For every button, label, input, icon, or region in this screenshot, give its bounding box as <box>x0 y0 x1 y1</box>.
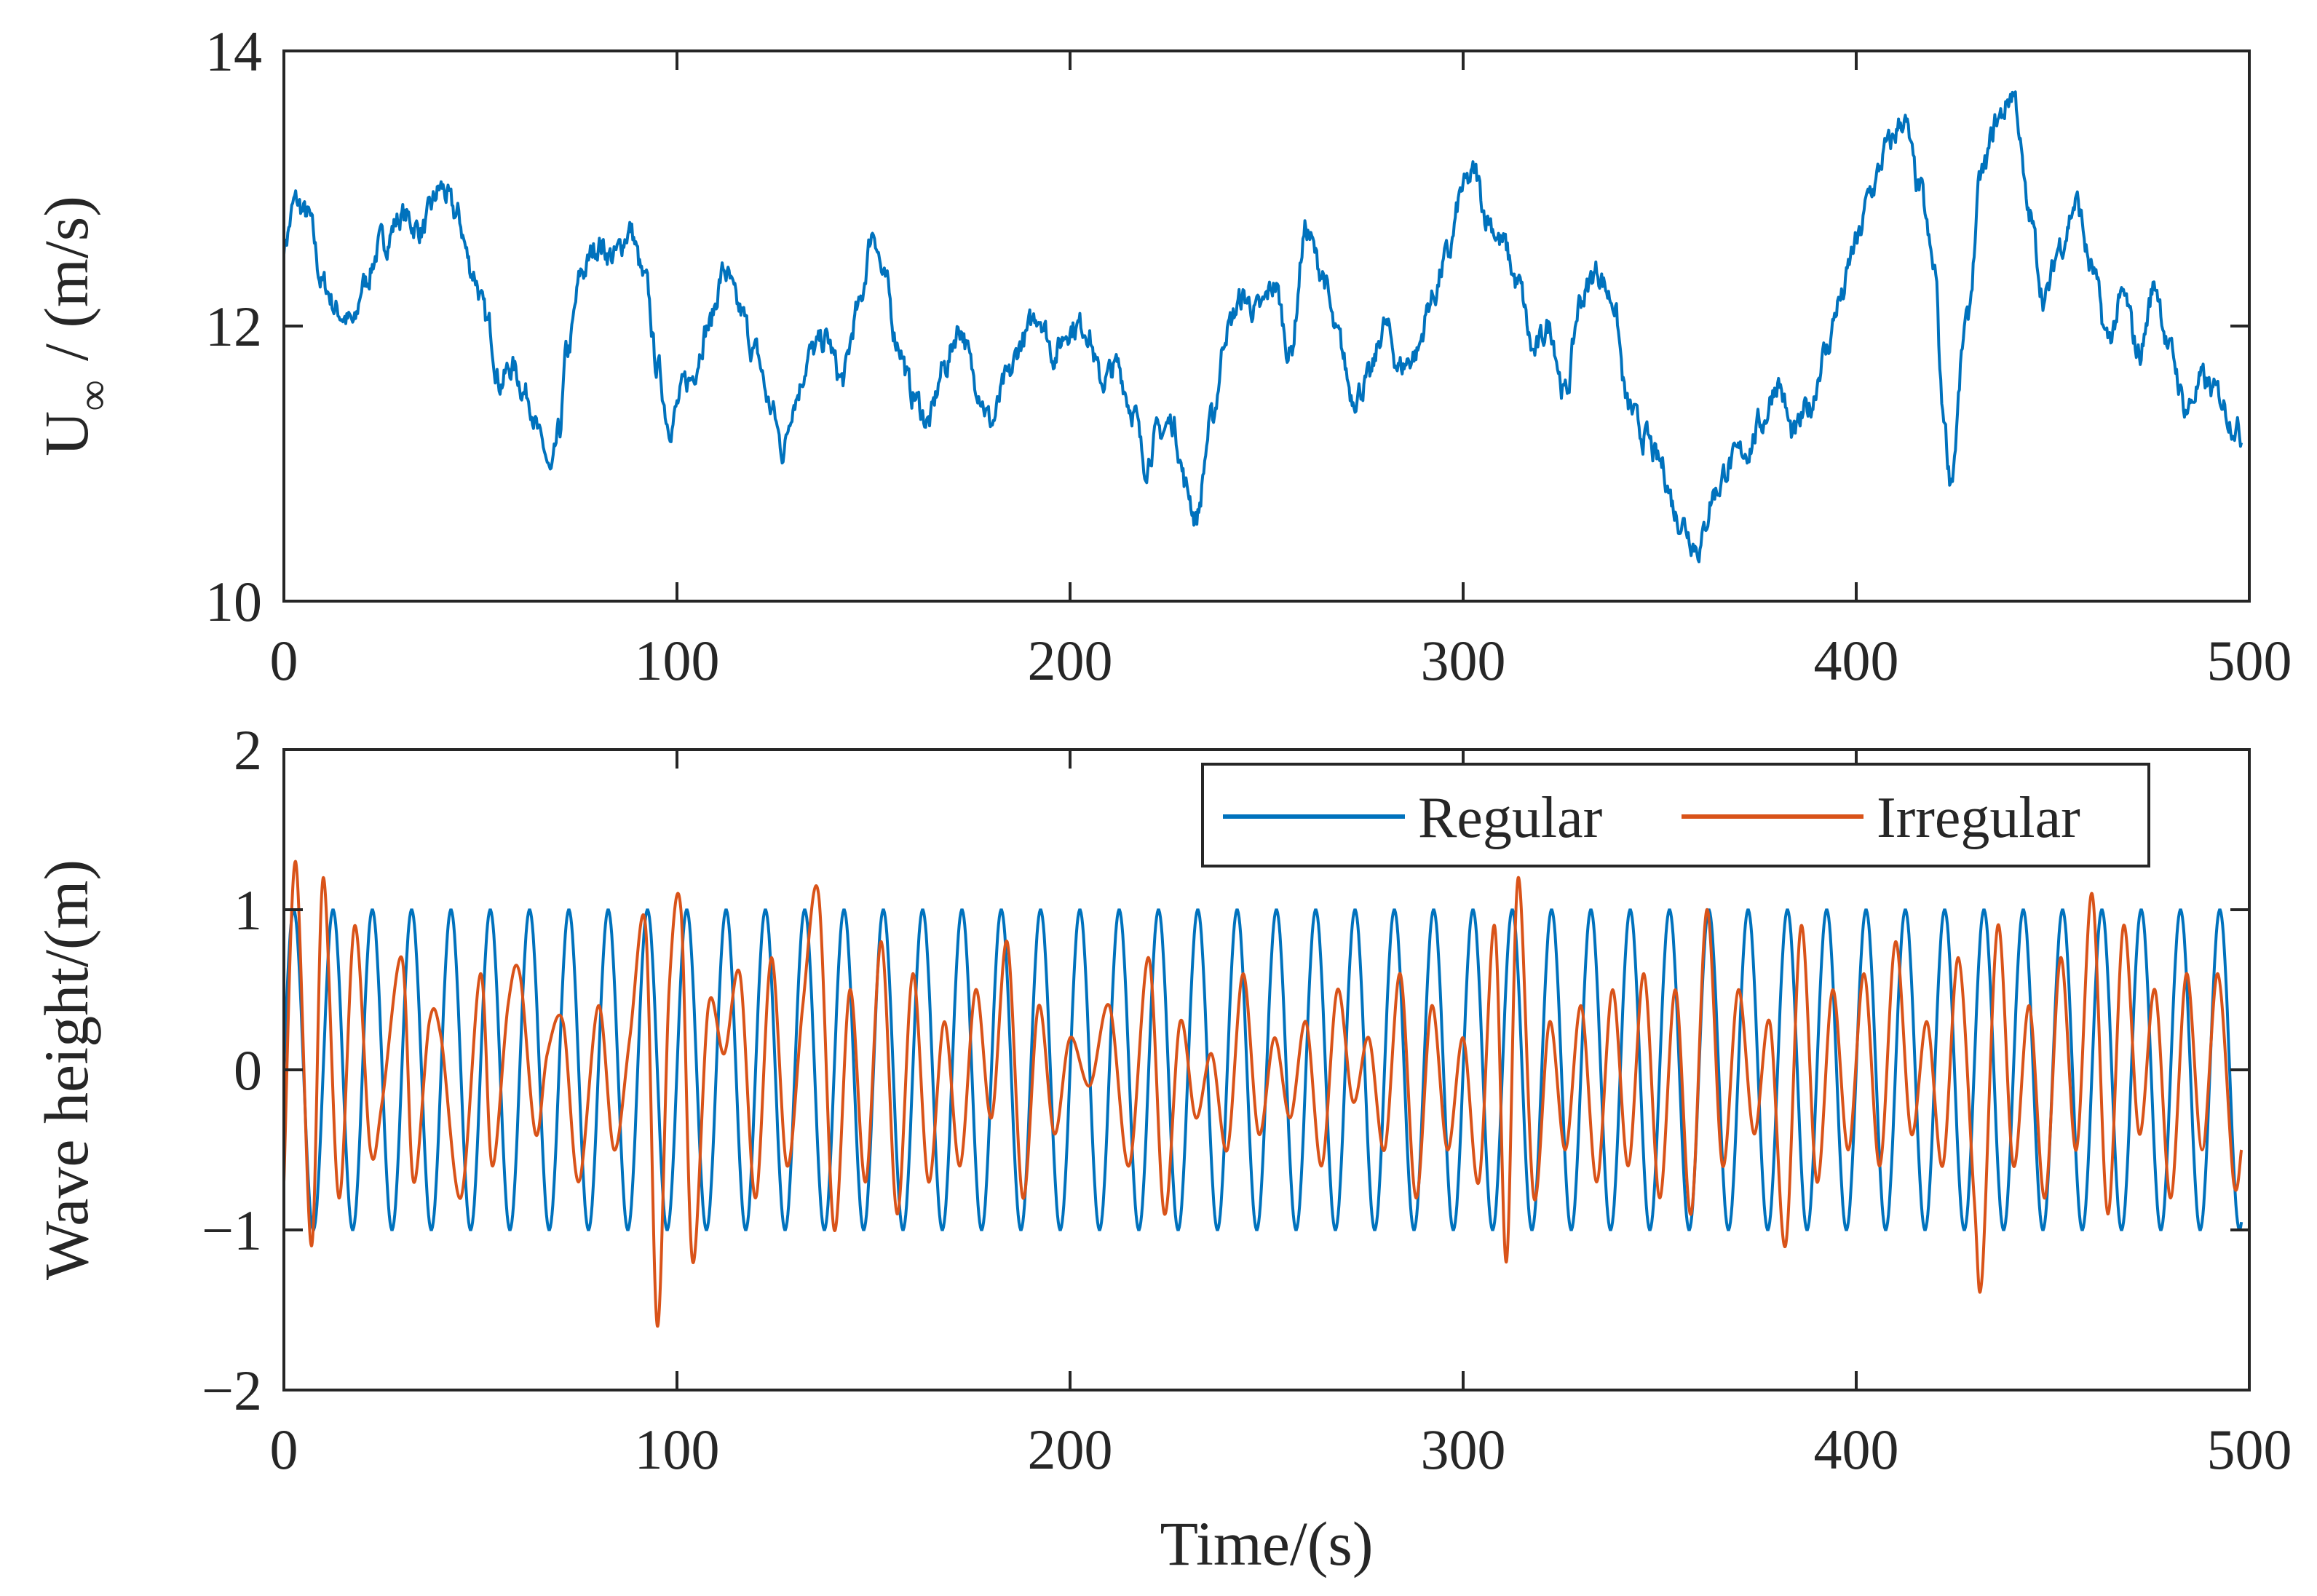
wind-speed-panel: 0 100 200 300 400 500 10 12 14 U∞ / (m/s) <box>31 20 2292 692</box>
wind-x-tick-label: 300 <box>1421 629 1506 692</box>
wind-axis-ticks: 0 100 200 300 400 500 10 12 14 <box>205 20 2292 692</box>
wave-x-axis-label: Time/(s) <box>1160 1509 1373 1579</box>
irregular-wave-line <box>284 859 2243 1328</box>
wind-x-tick-label: 100 <box>635 629 720 692</box>
wind-y-tick-label: 12 <box>205 295 262 358</box>
legend-label-irregular: Irregular <box>1877 786 2080 850</box>
wind-y-label-symbol: U <box>31 411 101 456</box>
wind-y-label-unit: / (m/s) <box>31 196 101 361</box>
wind-y-tick-label: 10 <box>205 570 262 633</box>
wave-y-tick-label: −1 <box>202 1199 262 1262</box>
wave-x-tick-label: 200 <box>1028 1418 1113 1481</box>
wave-x-tick-label: 100 <box>635 1418 720 1481</box>
wave-y-tick-label: −2 <box>202 1359 262 1422</box>
wind-x-tick-label: 0 <box>270 629 298 692</box>
regular-wave-line <box>284 908 2243 1231</box>
wave-x-tick-label: 300 <box>1421 1418 1506 1481</box>
wave-y-axis-label-wrap: Wave height/(m) <box>31 859 101 1280</box>
wind-y-label-subscript: ∞ <box>69 380 117 411</box>
wind-x-tick-label: 400 <box>1814 629 1899 692</box>
wave-axis-ticks: 0 100 200 300 400 500 −2 −1 0 1 2 <box>202 718 2292 1481</box>
wind-speed-line <box>284 90 2243 564</box>
legend-label-regular: Regular <box>1418 786 1602 850</box>
wind-x-tick-label: 200 <box>1028 629 1113 692</box>
wave-y-tick-label: 2 <box>234 718 262 782</box>
wave-x-tick-label: 400 <box>1814 1418 1899 1481</box>
wind-series-viewport <box>284 90 2243 564</box>
wave-y-axis-label: Wave height/(m) <box>31 859 101 1280</box>
wave-y-tick-label: 1 <box>234 878 262 942</box>
wave-y-tick-label: 0 <box>234 1039 262 1102</box>
wave-height-panel: 0 100 200 300 400 500 −2 −1 0 1 2 Regular Irregula… <box>31 718 2292 1579</box>
legend: Regular Irregular <box>1201 763 2150 868</box>
svg-text:U∞/ (m/s): U∞ / (m/s) <box>31 196 117 456</box>
wave-series-group <box>284 859 2243 1328</box>
wind-y-axis-label: U∞ / (m/s) <box>31 196 117 456</box>
wave-x-tick-label: 500 <box>2207 1418 2292 1481</box>
wave-x-tick-label: 0 <box>270 1418 298 1481</box>
wind-y-tick-label: 14 <box>205 20 262 83</box>
wave-series-viewport <box>284 859 2243 1328</box>
wind-speed-series <box>284 90 2243 564</box>
wind-x-tick-label: 500 <box>2207 629 2292 692</box>
wind-plot-area <box>284 51 2249 601</box>
